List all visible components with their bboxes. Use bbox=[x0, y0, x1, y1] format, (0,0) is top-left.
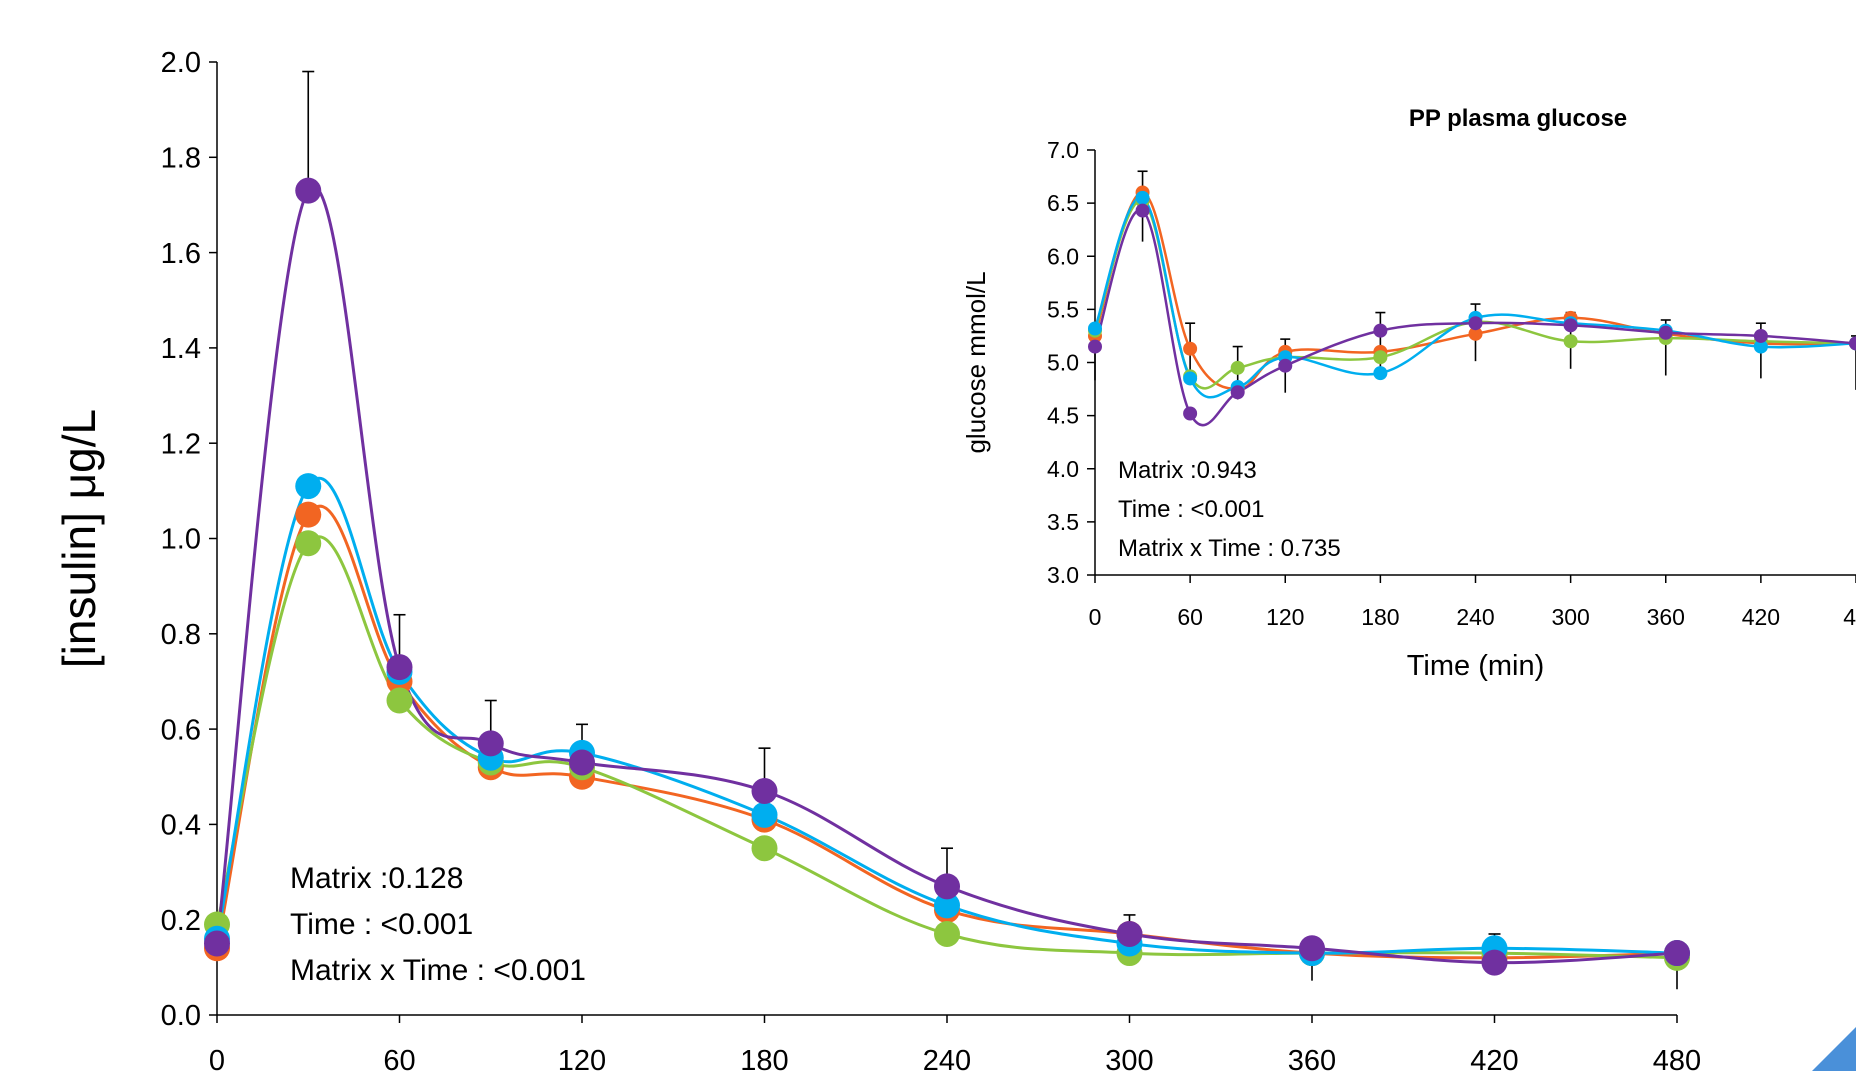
series-4-point bbox=[386, 654, 413, 681]
series-4-point bbox=[204, 930, 230, 957]
x-tick-label: 48 bbox=[1843, 604, 1856, 630]
series-2-point bbox=[386, 687, 413, 714]
series-4-point bbox=[1481, 949, 1508, 976]
series-1-point bbox=[295, 501, 322, 528]
corner-decoration bbox=[1812, 1027, 1856, 1071]
series-4-point bbox=[1664, 940, 1690, 967]
y-tick-label: 3.5 bbox=[1047, 509, 1079, 535]
glucose-inset-plot: 3.0 3.5 4.0 4.5 5.0 5.5 6.0 6.5 7.0 0 60 120 180 240 3… bbox=[961, 105, 1856, 682]
series-4-point bbox=[751, 778, 778, 805]
series-3-point bbox=[1373, 366, 1388, 381]
y-tick-label: 4.0 bbox=[1047, 456, 1079, 482]
series-4-point bbox=[934, 873, 960, 900]
series-2-point bbox=[934, 920, 960, 947]
series-line-4 bbox=[1093, 208, 1856, 427]
y-tick-label: 0.0 bbox=[161, 1000, 201, 1032]
series-2-point bbox=[1230, 360, 1245, 375]
chart-title: PP plasma glucose bbox=[1409, 105, 1627, 132]
series-4-point bbox=[1299, 935, 1325, 962]
x-tick-label: 60 bbox=[383, 1045, 415, 1071]
y-tick-label: 1.6 bbox=[161, 238, 201, 270]
series-4-point bbox=[1658, 325, 1673, 340]
y-tick-label: 2.0 bbox=[161, 47, 201, 79]
y-tick-label: 7.0 bbox=[1047, 137, 1079, 163]
x-tick-label: 180 bbox=[740, 1045, 788, 1071]
series-3-point bbox=[1753, 339, 1768, 354]
x-tick-label: 360 bbox=[1288, 1045, 1336, 1071]
stats-annotation: Time : <0.001 bbox=[290, 908, 473, 941]
series-3-point bbox=[1135, 190, 1150, 205]
y-tick-label: 5.5 bbox=[1047, 296, 1079, 322]
insulin-plot: 0.0 0.2 0.4 0.6 0.8 1.0 1.2 1.4 1.6 1.8 2.0 0 60 120 1… bbox=[53, 47, 1701, 1071]
y-tick-label: 1.2 bbox=[161, 428, 201, 460]
y-tick-label: 6.0 bbox=[1047, 243, 1079, 269]
series-4-point bbox=[569, 749, 595, 776]
series-4-point bbox=[295, 177, 322, 204]
y-tick-label: 0.6 bbox=[161, 714, 201, 746]
x-tick-label: 240 bbox=[1456, 604, 1494, 630]
series-2-point bbox=[751, 835, 778, 862]
series-3-point bbox=[934, 892, 960, 919]
series-4-point bbox=[1088, 339, 1102, 354]
series-line-1 bbox=[215, 504, 1678, 960]
series-4-point bbox=[1468, 316, 1483, 331]
stats-annotation: Matrix :0.943 bbox=[1118, 457, 1257, 484]
x-tick-label: 60 bbox=[1177, 604, 1203, 630]
y-axis-label: glucose mmol/L bbox=[961, 271, 991, 453]
y-tick-label: 0.2 bbox=[161, 905, 201, 937]
series-3-point bbox=[1088, 321, 1102, 336]
series-1-point bbox=[1183, 341, 1198, 356]
y-tick-label: 0.4 bbox=[161, 810, 201, 842]
x-tick-label: 240 bbox=[923, 1045, 971, 1071]
x-tick-label: 420 bbox=[1470, 1045, 1518, 1071]
y-axis-label: [insulin] μg/L bbox=[53, 409, 105, 668]
series-3-point bbox=[751, 801, 778, 828]
y-tick-label: 1.0 bbox=[161, 524, 201, 556]
series-4-point bbox=[1135, 203, 1150, 218]
stats-annotation: Time : <0.001 bbox=[1118, 496, 1265, 523]
x-tick-label: 120 bbox=[1266, 604, 1304, 630]
stats-annotation: Matrix x Time : 0.735 bbox=[1118, 535, 1341, 562]
series-3-point bbox=[295, 473, 322, 500]
x-tick-label: 420 bbox=[1742, 604, 1780, 630]
x-tick-label: 0 bbox=[209, 1045, 225, 1071]
series-4-point bbox=[1230, 385, 1245, 400]
stats-annotation: Matrix x Time : <0.001 bbox=[290, 954, 586, 987]
series-line-3 bbox=[1093, 196, 1856, 399]
y-tick-label: 4.5 bbox=[1047, 403, 1079, 429]
series-2-point bbox=[1373, 350, 1388, 365]
x-tick-label: 360 bbox=[1647, 604, 1685, 630]
series-1-point bbox=[1468, 326, 1483, 341]
x-tick-label: 480 bbox=[1653, 1045, 1701, 1071]
x-axis-label: Time (min) bbox=[1407, 650, 1544, 682]
series-4-point bbox=[477, 730, 504, 757]
x-tick-label: 120 bbox=[558, 1045, 606, 1071]
y-tick-label: 3.0 bbox=[1047, 562, 1079, 588]
y-tick-label: 0.8 bbox=[161, 619, 201, 651]
y-tick-label: 5.0 bbox=[1047, 350, 1079, 376]
series-line-1 bbox=[1093, 191, 1856, 391]
series-4-point bbox=[1753, 328, 1768, 343]
series-4-point bbox=[1563, 318, 1578, 333]
x-tick-label: 300 bbox=[1551, 604, 1589, 630]
stats-annotation: Matrix :0.128 bbox=[290, 862, 463, 895]
series-2-point bbox=[1563, 334, 1578, 349]
x-tick-label: 180 bbox=[1361, 604, 1399, 630]
y-tick-label: 6.5 bbox=[1047, 190, 1079, 216]
series-4-point bbox=[1116, 920, 1143, 947]
series-4-point bbox=[1183, 406, 1198, 421]
series-4-point bbox=[1849, 336, 1856, 351]
series-4-point bbox=[1278, 358, 1293, 373]
y-tick-label: 1.4 bbox=[161, 333, 201, 365]
series-2-point bbox=[295, 530, 322, 557]
series-3-point bbox=[1183, 371, 1198, 386]
x-tick-label: 0 bbox=[1089, 604, 1102, 630]
series-4-point bbox=[1373, 323, 1388, 338]
x-tick-label: 300 bbox=[1105, 1045, 1153, 1071]
y-tick-label: 1.8 bbox=[161, 142, 201, 174]
